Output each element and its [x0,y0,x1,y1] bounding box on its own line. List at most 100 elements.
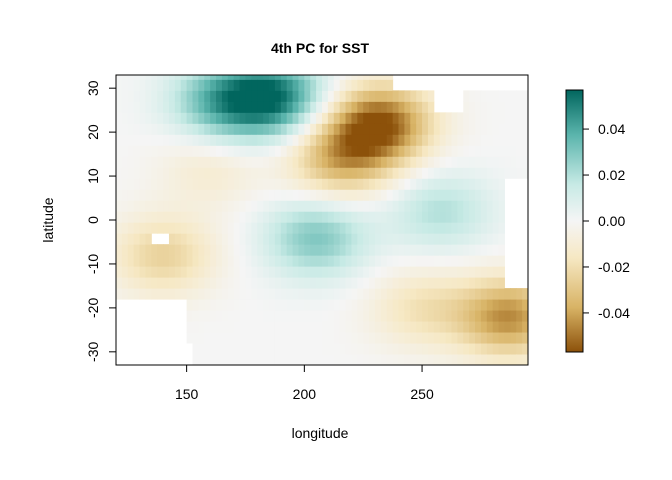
heatmap-cell [327,145,335,157]
heatmap-cell [392,134,400,146]
heatmap-cell [227,167,235,179]
heatmap-cell [416,343,423,355]
heatmap-cell [274,134,282,146]
heatmap-cell [398,90,405,102]
heatmap-cell [380,332,388,344]
heatmap-cell [204,145,211,157]
heatmap-cell [116,145,123,157]
heatmap-cell [245,101,252,113]
heatmap-cell [427,167,435,179]
heatmap-cell [363,266,370,278]
heatmap-cell [127,288,135,300]
heatmap-cell [339,90,347,102]
heatmap-cell [239,255,246,267]
heatmap-cell [469,332,476,344]
heatmap-cell [504,123,511,135]
heatmap-cell [251,266,258,278]
heatmap-cell [433,277,441,289]
heatmap-cell [410,233,417,245]
heatmap-cell [451,266,458,278]
heatmap-cell [310,321,317,333]
heatmap-cell [345,189,352,201]
heatmap-cell [186,277,194,289]
heatmap-cell [510,321,517,333]
heatmap-cell [239,200,246,212]
heatmap-cell [451,332,458,344]
heatmap-cell [398,178,405,190]
heatmap-cell [174,79,182,91]
heatmap-cell [469,200,476,212]
heatmap-cell [351,354,358,366]
heatmap-cell [239,354,246,366]
heatmap-cell [463,354,470,366]
heatmap-cell [492,167,500,179]
heatmap-cell [316,211,323,223]
heatmap-cell [263,343,270,355]
heatmap-cell [245,299,252,311]
heatmap-cell [486,211,494,223]
heatmap-cell [404,343,411,355]
heatmap-cell [310,233,317,245]
heatmap-cell [286,255,294,267]
heatmap-cell [216,277,223,289]
heatmap-cell [410,288,417,300]
heatmap-cell [257,90,264,102]
heatmap-cell [392,288,400,300]
heatmap-cell [398,156,405,168]
heatmap-cell [121,244,129,256]
heatmap-cell [316,123,323,135]
heatmap-cell [133,255,141,267]
x-tick-label: 150 [175,386,199,402]
heatmap-cell [204,288,211,300]
heatmap-cell [363,222,370,234]
heatmap-cell [163,288,170,300]
heatmap-cell [498,321,505,333]
heatmap-cell [363,200,370,212]
heatmap-cell [245,200,252,212]
heatmap-cell [304,90,311,102]
heatmap-cell [457,299,464,311]
heatmap-cell [451,277,458,289]
heatmap-cell [398,244,405,256]
heatmap-cell [204,167,211,179]
heatmap-cell [433,321,441,333]
heatmap-cell [416,112,423,124]
heatmap-cell [233,200,241,212]
heatmap-cell [139,156,146,168]
heatmap-cell [339,354,347,366]
heatmap-cell [357,178,364,190]
heatmap-cell [427,343,435,355]
heatmap-cell [433,222,441,234]
heatmap-cell [457,310,464,322]
heatmap-cell [145,101,152,113]
heatmap-cell [292,112,299,124]
heatmap-cell [269,75,276,80]
heatmap-cell [457,255,464,267]
heatmap-cell [427,90,435,102]
heatmap-cell [345,321,352,333]
heatmap-cell [151,288,158,300]
heatmap-cell [157,266,164,278]
heatmap-cell [486,288,494,300]
heatmap-cell [480,343,488,355]
heatmap-cell [504,134,511,146]
heatmap-cell [457,321,464,333]
heatmap-cell [486,354,494,366]
heatmap-cell [357,277,364,289]
heatmap-cell [486,200,494,212]
heatmap-cell [510,354,517,366]
heatmap-cell [269,255,276,267]
heatmap-cell [233,233,241,245]
heatmap-cell [151,123,158,135]
heatmap-cell [186,299,194,311]
heatmap-cell [310,277,317,289]
heatmap-cell [204,200,211,212]
heatmap-cell [210,354,217,366]
heatmap-cell [204,134,211,146]
heatmap-cell [204,310,211,322]
heatmap-cell [463,266,470,278]
heatmap-cell [263,222,270,234]
heatmap-cell [292,321,299,333]
heatmap-cell [116,167,123,179]
heatmap-cell [304,156,311,168]
